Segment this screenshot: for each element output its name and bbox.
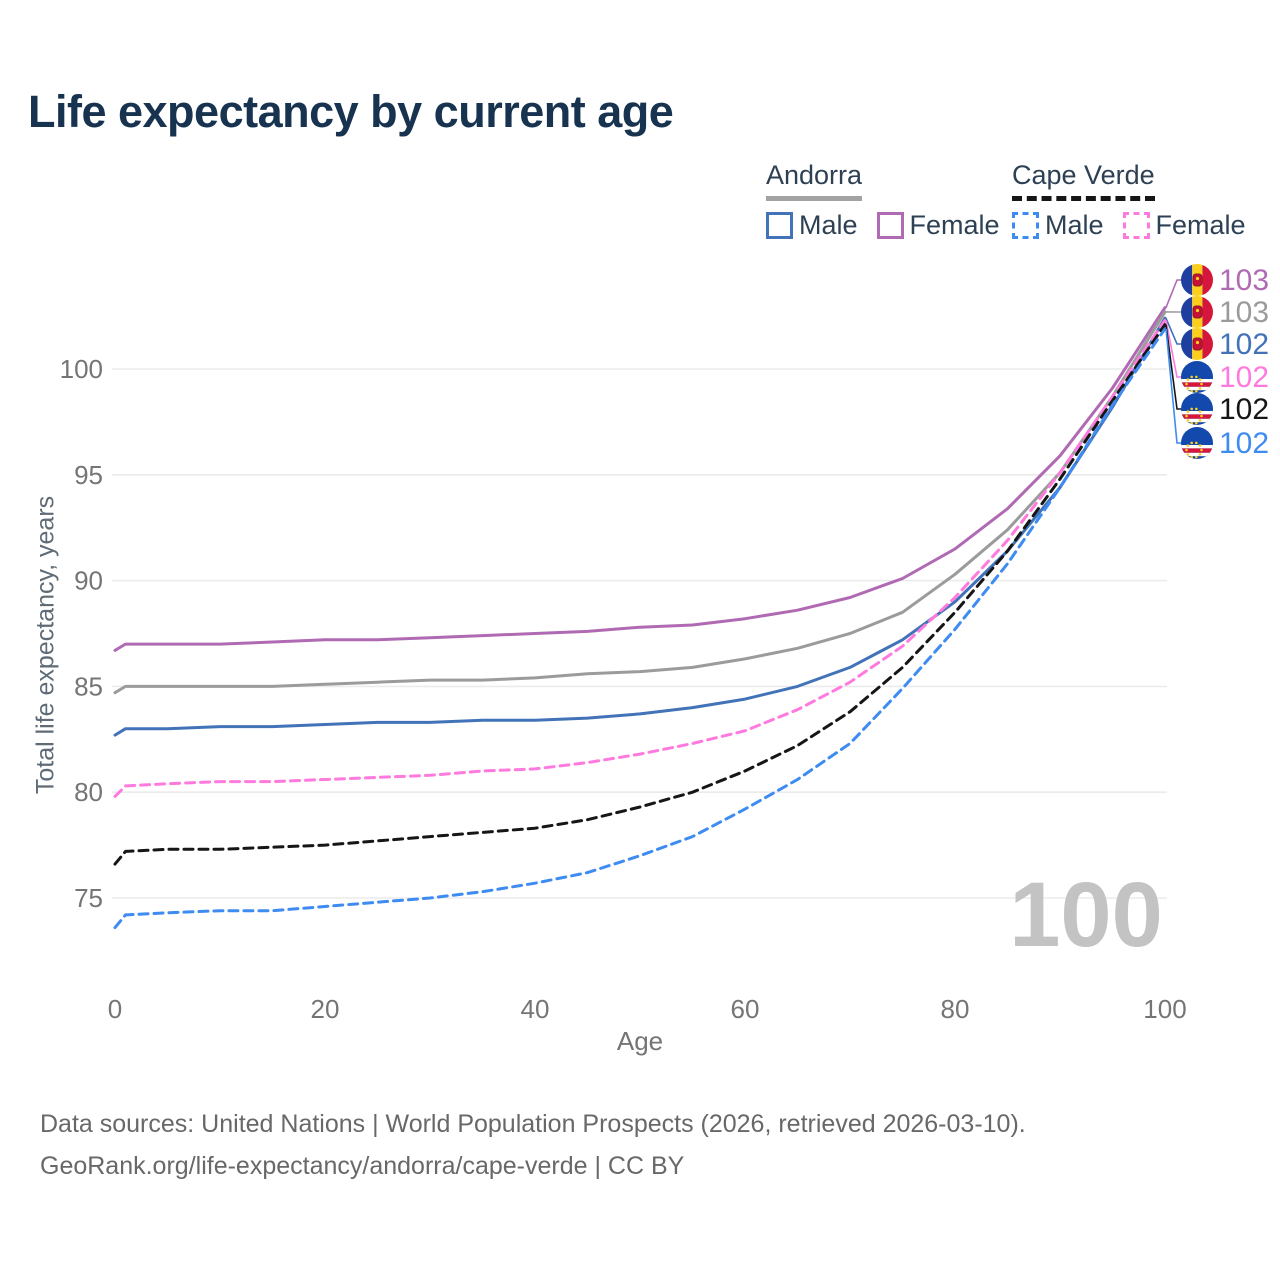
series-line-cape-verde-female [113, 318, 1167, 798]
legend-item-label: Male [1045, 210, 1104, 240]
age-indicator-watermark: 100 [1009, 864, 1163, 966]
y-tick-label: 90 [74, 566, 103, 596]
cape-verde-female-swatch-icon [1122, 212, 1150, 239]
andorra-flag-icon [1181, 264, 1213, 296]
y-tick-label: 100 [60, 354, 103, 384]
footer-attribution: GeoRank.org/life-expectancy/andorra/cape… [40, 1152, 685, 1180]
x-tick-label: 60 [731, 994, 760, 1024]
andorra-male-swatch-icon [766, 212, 793, 239]
andorra-flag-icon [1181, 296, 1213, 328]
y-tick-label: 95 [74, 460, 103, 490]
x-tick-label: 20 [311, 994, 340, 1024]
legend-item-cape-verde-male[interactable]: Male [1012, 210, 1104, 241]
x-tick-label: 100 [1143, 994, 1186, 1024]
series-end-value: 102 [1219, 393, 1269, 426]
series-line-cape-verde-both-sexes [113, 323, 1167, 866]
y-tick-label: 75 [74, 883, 103, 913]
legend-item-label: Male [799, 210, 858, 240]
x-tick-label: 40 [521, 994, 550, 1024]
series-end-value: 103 [1219, 296, 1269, 329]
end-label-leader-line [1165, 279, 1181, 308]
legend-country-cape-verde: Cape Verde [1012, 160, 1155, 201]
series-end-value: 102 [1219, 361, 1269, 394]
series-line-cape-verde-male [113, 327, 1167, 930]
legend-items-andorra: Male Female [766, 210, 1000, 241]
legend-item-label: Female [1155, 210, 1246, 240]
cape-verde-flag-icon [1181, 361, 1213, 393]
legend-items-cape-verde: Male Female [1012, 210, 1246, 241]
andorra-female-swatch-icon [876, 212, 904, 239]
cape-verde-flag-icon [1181, 393, 1213, 425]
y-tick-label: 85 [74, 671, 103, 701]
end-label-leader-line [1165, 328, 1181, 444]
page-title: Life expectancy by current age [28, 86, 674, 137]
andorra-flag-icon [1181, 328, 1213, 360]
series-line-andorra-male [113, 316, 1167, 737]
series-line-andorra-female [113, 306, 1167, 652]
legend-country-andorra: Andorra [766, 160, 863, 201]
cape-verde-male-swatch-icon [1012, 212, 1039, 239]
end-label-leader-line [1165, 317, 1181, 345]
legend-group-andorra: Andorra Male Female [766, 160, 1000, 241]
series-end-value: 103 [1219, 264, 1269, 297]
x-axis-title: Age [616, 1026, 664, 1056]
y-axis-title: Total life expectancy, years [31, 495, 60, 795]
cape-verde-flag-icon [1181, 427, 1213, 459]
footer-data-sources: Data sources: United Nations | World Pop… [40, 1110, 1026, 1138]
x-tick-label: 80 [941, 994, 970, 1024]
legend-item-label: Female [909, 210, 1000, 240]
series-end-value: 102 [1219, 328, 1269, 361]
legend-item-cape-verde-female[interactable]: Female [1122, 210, 1246, 241]
end-label-leader-line [1165, 320, 1181, 378]
x-tick-label: 0 [108, 994, 122, 1024]
end-label-leader-line [1165, 324, 1181, 410]
series-line-andorra-both-sexes [113, 310, 1167, 695]
y-tick-label: 80 [74, 777, 103, 807]
legend-item-andorra-female[interactable]: Female [876, 210, 1000, 241]
legend-item-andorra-male[interactable]: Male [766, 210, 858, 241]
series-end-value: 102 [1219, 427, 1269, 460]
legend-group-cape-verde: Cape Verde Male Female [1012, 160, 1246, 241]
